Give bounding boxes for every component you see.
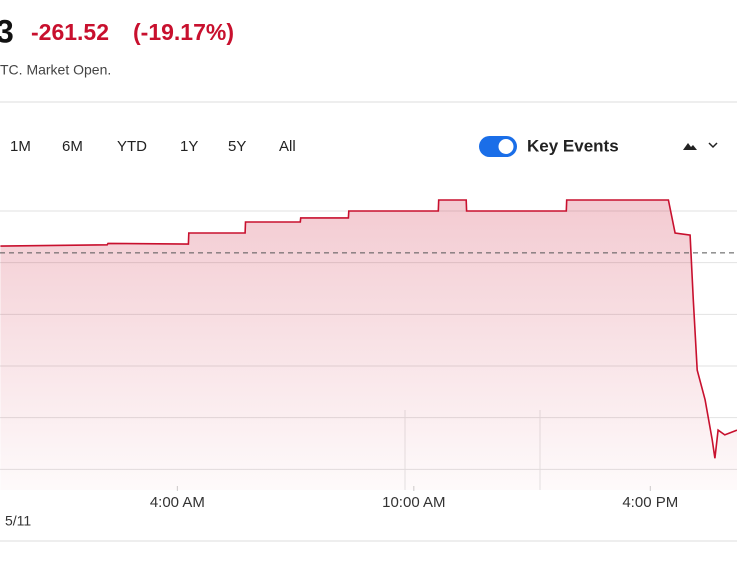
x-tick-label: 4:00 PM [622,494,678,511]
toggle-knob [498,139,514,154]
price-line [0,199,737,459]
date-label: 5/11 [5,513,31,529]
chart-type-icon[interactable] [683,143,697,150]
range-button[interactable]: 1M [10,138,31,155]
price-fragment: 3 [0,13,14,49]
range-button[interactable]: 5Y [228,138,246,155]
x-tick-label: 4:00 AM [150,494,205,511]
change: -261.52 [31,19,109,45]
market-status: TC. Market Open. [0,62,111,78]
key-events-label[interactable]: Key Events [527,136,619,155]
dropdown-caret[interactable] [708,142,718,149]
area-fill [0,200,737,490]
range-button[interactable]: 6M [62,138,83,155]
change-percent: (-19.17%) [133,19,234,45]
x-tick-label: 10:00 AM [382,494,445,511]
range-button[interactable]: 1Y [180,138,198,155]
range-button[interactable]: YTD [117,138,147,155]
range-button[interactable]: All [279,138,296,155]
